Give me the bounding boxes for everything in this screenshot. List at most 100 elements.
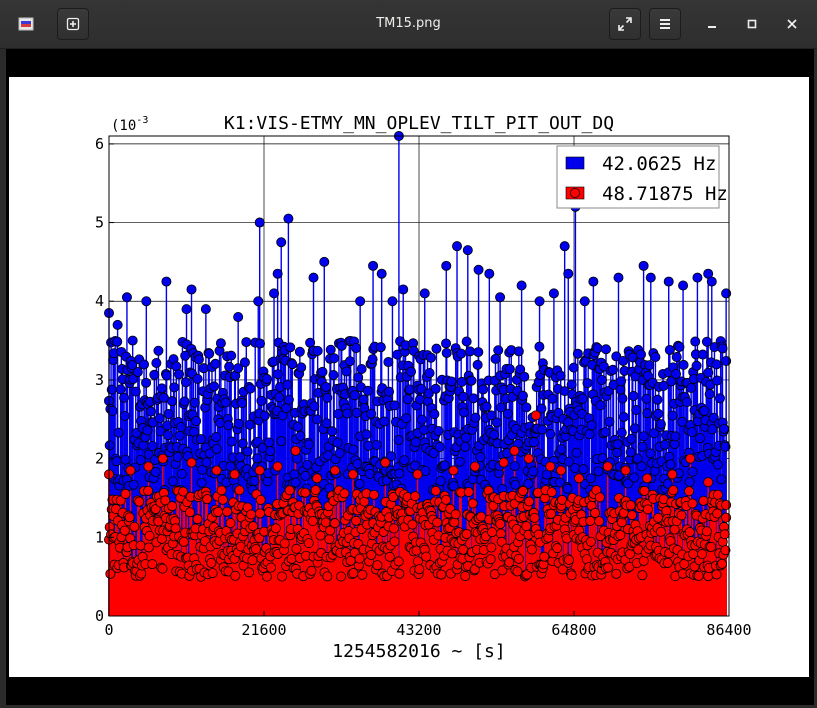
data-point — [276, 237, 287, 248]
window-title: TM15.png — [376, 16, 441, 31]
data-point — [686, 427, 697, 438]
data-point — [291, 543, 302, 554]
data-point — [684, 476, 695, 487]
data-point — [566, 570, 577, 581]
close-button[interactable] — [776, 8, 808, 40]
data-point — [664, 344, 675, 355]
maximize-button[interactable] — [736, 8, 768, 40]
data-point — [436, 569, 447, 580]
legend-label: 42.0625 Hz — [602, 153, 716, 175]
data-point — [667, 469, 678, 480]
data-point — [145, 406, 156, 417]
y-tick-label: 4 — [95, 292, 104, 310]
data-point — [361, 429, 372, 440]
data-point — [711, 569, 722, 580]
data-point — [528, 437, 539, 448]
data-point — [368, 260, 379, 271]
data-point — [142, 425, 153, 436]
title-bar: TM15.png — [0, 0, 817, 49]
data-point — [119, 525, 130, 536]
data-point — [473, 347, 484, 358]
chart-svg: 0 21600 43200 64800 86400 0 1 2 3 4 5 6 K1:VIS-ETMY… — [95, 113, 752, 662]
data-point — [472, 359, 483, 370]
data-point — [552, 543, 563, 554]
data-point — [641, 393, 652, 404]
data-point — [321, 418, 332, 429]
data-point — [143, 542, 154, 553]
data-point — [354, 553, 365, 564]
data-point — [120, 454, 131, 465]
data-point — [523, 453, 534, 464]
data-point — [384, 386, 395, 397]
minimize-icon — [708, 26, 716, 28]
data-point — [602, 461, 613, 472]
data-point — [430, 485, 441, 496]
data-point — [289, 469, 300, 480]
data-point — [125, 465, 136, 476]
data-point — [249, 475, 260, 486]
x-axis-label: 1254582016 ~ [s] — [332, 641, 505, 662]
data-point — [469, 564, 480, 575]
data-point — [312, 473, 323, 484]
data-point — [603, 562, 614, 573]
data-point — [153, 345, 164, 356]
data-point — [458, 407, 469, 418]
data-point — [211, 431, 222, 442]
data-point — [481, 401, 492, 412]
data-point — [112, 319, 123, 330]
data-point — [615, 530, 626, 541]
data-point — [259, 410, 270, 421]
data-point — [161, 370, 172, 381]
data-point — [668, 485, 679, 496]
data-point — [519, 371, 530, 382]
data-point — [496, 536, 507, 547]
data-point — [128, 374, 139, 385]
fullscreen-button[interactable] — [609, 8, 641, 40]
data-point — [315, 530, 326, 541]
data-point — [611, 351, 622, 362]
data-point — [204, 448, 215, 459]
data-point — [458, 391, 469, 402]
data-point — [119, 410, 130, 421]
data-point — [176, 468, 187, 479]
data-point — [237, 398, 248, 409]
data-point — [255, 508, 266, 519]
data-point — [632, 453, 643, 464]
data-point — [322, 392, 333, 403]
data-point — [286, 553, 297, 564]
data-point — [582, 378, 593, 389]
data-point — [375, 342, 386, 353]
data-point — [207, 568, 218, 579]
data-point — [303, 439, 314, 450]
data-point — [254, 465, 265, 476]
data-point — [462, 245, 473, 256]
data-point — [284, 485, 295, 496]
data-point — [667, 410, 678, 421]
data-point — [671, 352, 682, 363]
data-point — [513, 553, 524, 564]
data-point — [717, 343, 728, 354]
data-point — [704, 389, 715, 400]
data-point — [504, 557, 515, 568]
data-point — [536, 403, 547, 414]
data-point — [211, 443, 222, 454]
data-point — [250, 544, 261, 555]
data-point — [435, 476, 446, 487]
data-point — [460, 441, 471, 452]
data-point — [332, 437, 343, 448]
data-point — [626, 433, 637, 444]
legend-label: 48.71875 Hz — [602, 183, 728, 205]
new-window-button[interactable] — [57, 8, 89, 40]
data-point — [613, 272, 624, 283]
data-point — [244, 419, 255, 430]
minimize-button[interactable] — [696, 8, 728, 40]
data-point — [697, 549, 708, 560]
data-point — [432, 517, 443, 528]
data-point — [196, 477, 207, 488]
data-point — [406, 366, 417, 377]
main-menu-button[interactable] — [649, 8, 681, 40]
data-point — [224, 361, 235, 372]
data-point — [306, 565, 317, 576]
data-point — [135, 540, 146, 551]
data-point — [290, 477, 301, 488]
